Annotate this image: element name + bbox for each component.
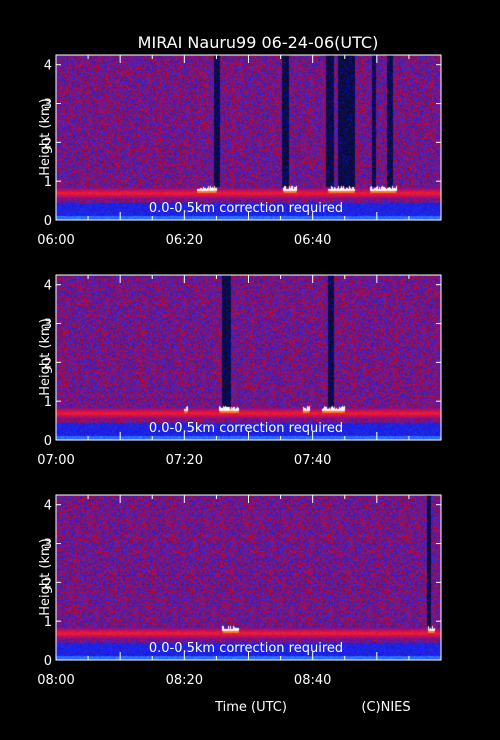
panel-3-ylabel: Height (km) bbox=[38, 538, 53, 615]
ytick-label: 4 bbox=[44, 279, 52, 294]
xtick-label: 08:40 bbox=[294, 673, 331, 688]
xtick-label: 06:40 bbox=[294, 233, 331, 248]
panel-3-yticks: 0 1 2 3 4 bbox=[44, 499, 441, 669]
ytick-label: 2 bbox=[44, 356, 52, 371]
ytick-label: 2 bbox=[44, 136, 52, 151]
panel-2-note: 0.0-0.5km correction required bbox=[149, 421, 343, 436]
ytick-label: 4 bbox=[44, 499, 52, 514]
ytick-label: 0 bbox=[44, 654, 52, 669]
panel-1-note: 0.0-0.5km correction required bbox=[149, 201, 343, 216]
ytick-label: 4 bbox=[44, 59, 52, 74]
credit-label: (C)NIES bbox=[361, 700, 410, 715]
ytick-label: 1 bbox=[44, 615, 52, 630]
ytick-label: 2 bbox=[44, 576, 52, 591]
ytick-label: 3 bbox=[44, 318, 52, 333]
panel-2-heatmap bbox=[56, 275, 441, 440]
panel-3-heatmap bbox=[56, 495, 441, 660]
panel-1-ylabel: Height (km) bbox=[38, 98, 53, 175]
panel-2-yticks: 0 1 2 3 4 bbox=[44, 279, 441, 449]
ytick-label: 1 bbox=[44, 175, 52, 190]
panel-3: Height (km) 0 1 2 3 4 08:00 08:20 08:40 0.0-0.… bbox=[37, 494, 442, 688]
xtick-label: 08:00 bbox=[37, 673, 74, 688]
panel-1-heatmap bbox=[56, 55, 441, 220]
chart-title: MIRAI Nauru99 06-24-06(UTC) bbox=[138, 33, 379, 52]
xtick-label: 06:20 bbox=[166, 233, 203, 248]
xtick-label: 07:40 bbox=[294, 453, 331, 468]
panel-3-note: 0.0-0.5km correction required bbox=[149, 641, 343, 656]
xtick-label: 07:00 bbox=[37, 453, 74, 468]
xtick-label: 08:20 bbox=[166, 673, 203, 688]
xtick-label: 07:20 bbox=[166, 453, 203, 468]
ytick-label: 3 bbox=[44, 98, 52, 113]
ytick-label: 1 bbox=[44, 395, 52, 410]
panel-1-xticks: 06:00 06:20 06:40 bbox=[37, 55, 442, 248]
panel-3-xticks: 08:00 08:20 08:40 bbox=[37, 495, 442, 688]
ytick-label: 3 bbox=[44, 538, 52, 553]
panel-1-yticks: 0 1 2 3 4 bbox=[44, 59, 441, 229]
panel-2-ylabel: Height (km) bbox=[38, 318, 53, 395]
panel-2: Height (km) 0 1 2 3 4 07:00 07:20 07:40 0.0-0.… bbox=[37, 274, 442, 468]
xtick-label: 06:00 bbox=[37, 233, 74, 248]
panel-2-xticks: 07:00 07:20 07:40 bbox=[37, 275, 442, 468]
x-axis-label: Time (UTC) bbox=[214, 700, 287, 715]
panel-1: Height (km) 0 1 2 3 4 06:00 06:20 06:40 0.0-0.… bbox=[37, 54, 442, 248]
ytick-label: 0 bbox=[44, 434, 52, 449]
ytick-label: 0 bbox=[44, 214, 52, 229]
